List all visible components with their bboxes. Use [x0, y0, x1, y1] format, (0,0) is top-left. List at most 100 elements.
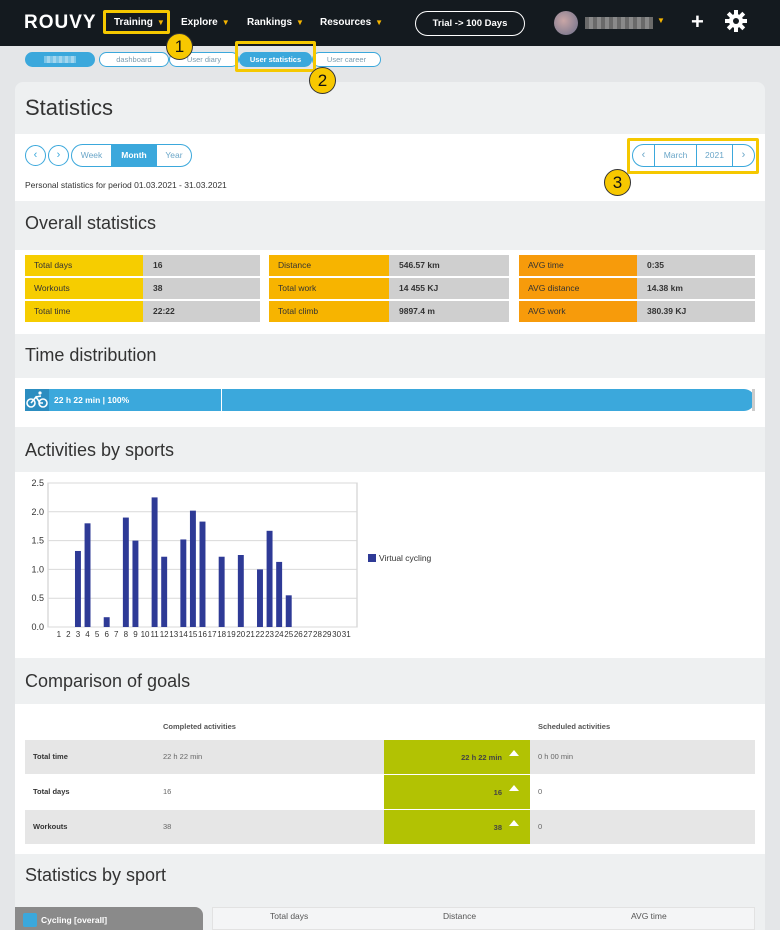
year-button[interactable]: Year — [156, 144, 192, 167]
tab-user-career[interactable]: User career — [312, 52, 381, 67]
gear-icon[interactable] — [724, 9, 748, 33]
stat-value: 14 455 KJ — [389, 278, 509, 299]
goal-row: Total days 16 16 0 — [25, 775, 755, 809]
week-button[interactable]: Week — [71, 144, 112, 167]
prev-period-button[interactable]: ‹ — [25, 145, 46, 166]
rouvy-logo[interactable]: ROUVY — [24, 12, 97, 33]
x-tick-label: 21 — [246, 630, 255, 639]
avatar[interactable] — [554, 11, 578, 35]
highlight-user-statistics — [235, 41, 316, 72]
x-tick-label: 28 — [313, 630, 322, 639]
trial-button[interactable]: Trial -> 100 Days — [415, 11, 525, 36]
x-tick-label: 2 — [66, 630, 71, 639]
chevron-down-icon[interactable]: ▼ — [657, 16, 665, 25]
profile-pill[interactable] — [25, 52, 95, 67]
goal-label: Total days — [33, 787, 70, 796]
x-tick-label: 14 — [179, 630, 188, 639]
arrow-up-icon — [509, 785, 519, 791]
overall-section-header: Overall statistics — [15, 201, 765, 250]
statistics-by-sport-title: Statistics by sport — [25, 865, 167, 885]
activities-by-sports-title: Activities by sports — [25, 440, 175, 460]
stat-value: 0:35 — [637, 255, 755, 276]
month-select[interactable]: March — [654, 144, 697, 167]
x-tick-label: 31 — [342, 630, 351, 639]
chart-bar — [266, 530, 273, 627]
username-blurred[interactable] — [585, 17, 653, 29]
x-tick-label: 6 — [104, 630, 109, 639]
stat-value: 38 — [143, 278, 260, 299]
nav-rankings[interactable]: Rankings ▼ — [247, 17, 304, 28]
chart-bar — [103, 617, 110, 627]
chart-legend: Virtual cycling — [368, 553, 431, 563]
chart-bar — [132, 540, 139, 627]
stat-label: Total climb — [269, 301, 389, 322]
nav-training-label: Training — [114, 17, 153, 28]
chart-bar — [257, 569, 263, 627]
chart-bar — [122, 517, 129, 627]
tab-user-statistics[interactable]: User statistics — [239, 52, 312, 67]
goal-scheduled: 0 — [538, 787, 543, 796]
stat-value: 16 — [143, 255, 260, 276]
legend-swatch — [368, 554, 376, 562]
stat-label: AVG work — [519, 301, 637, 322]
tab-dashboard[interactable]: dashboard — [99, 52, 169, 67]
plus-icon[interactable]: + — [691, 9, 704, 34]
highlight-month-selector — [627, 138, 759, 174]
x-tick-label: 30 — [332, 630, 341, 639]
chevron-down-icon: ▼ — [221, 18, 230, 27]
stat-label: AVG time — [519, 255, 637, 276]
next-month-button[interactable]: › — [732, 144, 755, 167]
chevron-down-icon: ▼ — [156, 18, 165, 27]
nav-resources-label: Resources — [320, 17, 372, 28]
top-navbar: ROUVY Training ▼ Explore ▼ Rankings ▼ Resou… — [0, 0, 780, 46]
highlight-training — [103, 10, 170, 34]
goal-completed: 38 — [163, 822, 172, 831]
x-tick-label: 27 — [303, 630, 312, 639]
x-tick-label: 20 — [236, 630, 245, 639]
nav-explore-label: Explore — [181, 17, 218, 28]
next-period-button[interactable]: › — [48, 145, 69, 166]
stat-label: Total time — [25, 301, 143, 322]
nav-rankings-label: Rankings — [247, 17, 293, 28]
x-tick-label: 8 — [124, 630, 129, 639]
x-tick-label: 7 — [114, 630, 119, 639]
x-tick-label: 9 — [133, 630, 138, 639]
nav-explore[interactable]: Explore ▼ — [181, 17, 230, 28]
chart-bar — [151, 497, 158, 627]
chart-bar — [189, 510, 196, 627]
x-tick-label: 25 — [284, 630, 293, 639]
chart-bar — [180, 539, 187, 627]
arrow-up-icon — [509, 820, 519, 826]
x-tick-label: 13 — [169, 630, 178, 639]
goal-row: Total time 22 h 22 min 22 h 22 min 0 h 0… — [25, 740, 755, 774]
annotation-badge-2: 2 — [309, 67, 336, 94]
bar-separator — [221, 389, 222, 411]
sport-tab-cycling[interactable]: Cycling [overall] — [15, 907, 203, 930]
x-tick-label: 24 — [275, 630, 284, 639]
bicycle-icon — [25, 389, 49, 411]
nav-training[interactable]: Training ▼ — [114, 17, 165, 28]
nav-resources[interactable]: Resources ▼ — [320, 17, 383, 28]
x-tick-label: 1 — [57, 630, 62, 639]
x-tick-label: 5 — [95, 630, 100, 639]
time-distribution-title: Time distribution — [25, 345, 157, 365]
x-tick-label: 3 — [76, 630, 81, 639]
stat-label: Distance — [269, 255, 389, 276]
time-distribution-bar[interactable]: 22 h 22 min | 100% — [25, 389, 755, 411]
chart-bar — [285, 595, 292, 627]
x-tick-label: 26 — [294, 630, 303, 639]
goal-bar-text: 22 h 22 min — [461, 753, 502, 762]
annotation-badge-1: 1 — [166, 33, 193, 60]
y-tick-label: 2.0 — [31, 507, 44, 517]
scheduled-activities-header: Scheduled activities — [538, 722, 611, 731]
x-tick-label: 23 — [265, 630, 274, 639]
month-button[interactable]: Month — [111, 144, 157, 167]
col-distance: Distance — [443, 911, 477, 921]
y-tick-label: 2.5 — [31, 478, 44, 488]
stat-label: Total days — [25, 255, 143, 276]
col-avg-time: AVG time — [631, 911, 667, 921]
stat-value: 22:22 — [143, 301, 260, 322]
chart-bar — [161, 556, 168, 627]
by-sport-header: Statistics by sport — [15, 854, 765, 907]
goal-bar: 22 h 22 min — [384, 740, 530, 774]
